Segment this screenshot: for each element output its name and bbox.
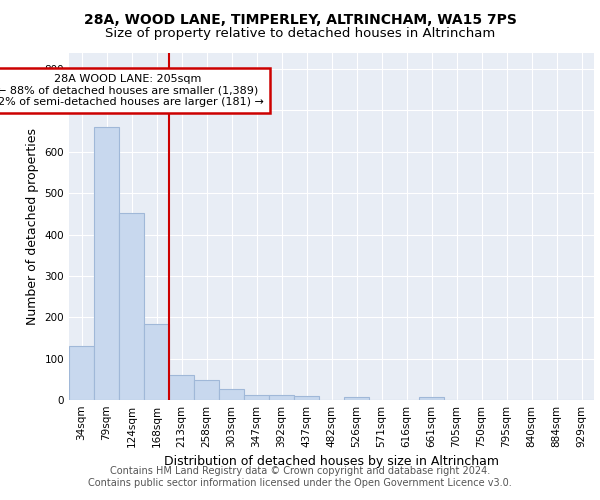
Text: 28A WOOD LANE: 205sqm
← 88% of detached houses are smaller (1,389)
12% of semi-d: 28A WOOD LANE: 205sqm ← 88% of detached … bbox=[0, 74, 264, 107]
Bar bbox=[219, 389, 244, 400]
Bar bbox=[119, 213, 144, 400]
Bar bbox=[244, 394, 269, 400]
Bar bbox=[419, 397, 444, 400]
Y-axis label: Number of detached properties: Number of detached properties bbox=[26, 128, 39, 325]
Text: Size of property relative to detached houses in Altrincham: Size of property relative to detached ho… bbox=[105, 28, 495, 40]
Bar bbox=[344, 397, 369, 400]
Bar bbox=[94, 127, 119, 400]
Bar bbox=[294, 396, 319, 400]
Text: 28A, WOOD LANE, TIMPERLEY, ALTRINCHAM, WA15 7PS: 28A, WOOD LANE, TIMPERLEY, ALTRINCHAM, W… bbox=[83, 12, 517, 26]
Text: Contains HM Land Registry data © Crown copyright and database right 2024.
Contai: Contains HM Land Registry data © Crown c… bbox=[88, 466, 512, 487]
Bar bbox=[144, 324, 169, 400]
X-axis label: Distribution of detached houses by size in Altrincham: Distribution of detached houses by size … bbox=[164, 456, 499, 468]
Bar bbox=[69, 346, 94, 400]
Bar bbox=[269, 394, 294, 400]
Bar bbox=[194, 380, 219, 400]
Bar bbox=[169, 375, 194, 400]
